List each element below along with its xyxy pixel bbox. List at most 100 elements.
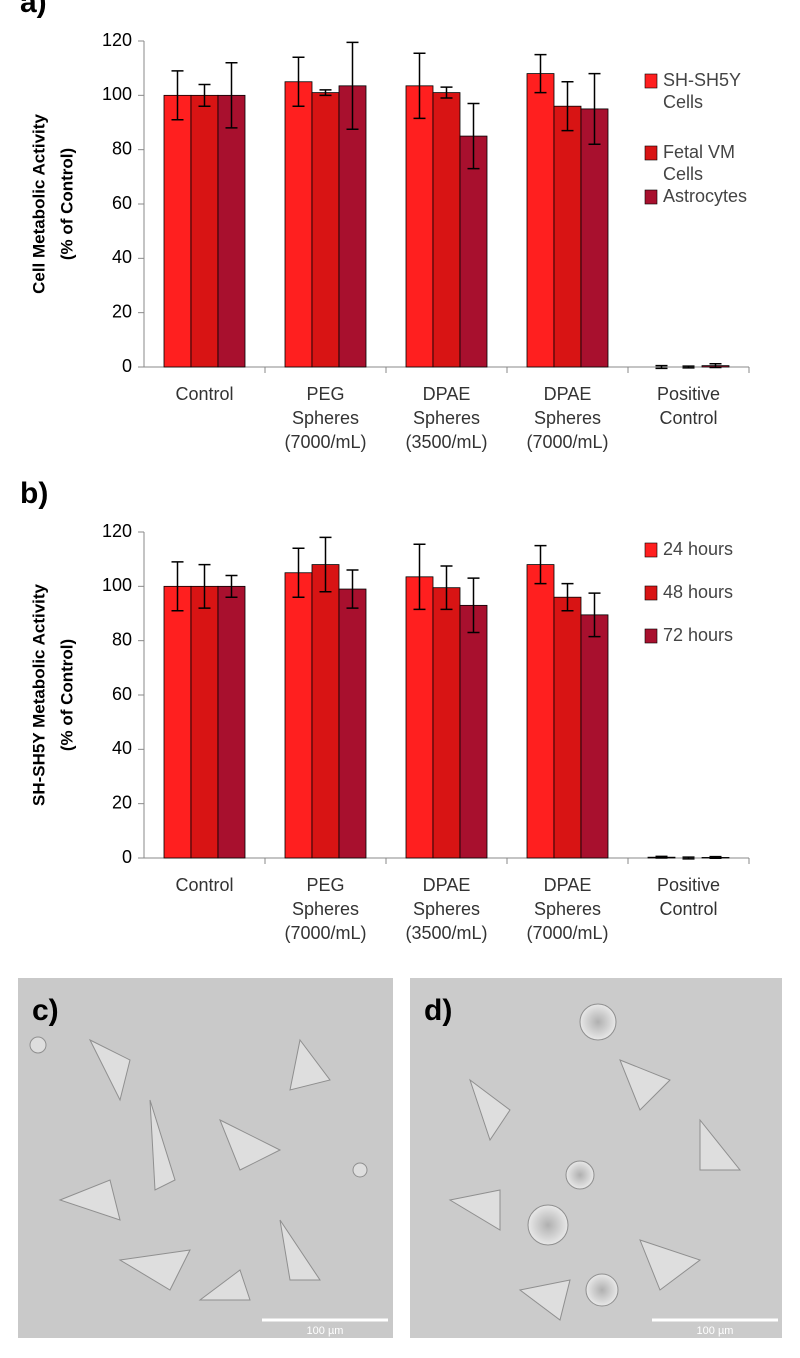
bar [580, 614, 609, 859]
bar [338, 85, 367, 368]
x-tick-label: Control [175, 875, 233, 895]
legend-swatch [644, 189, 658, 205]
error-bar [346, 569, 359, 609]
error-bar [709, 362, 722, 369]
bar [284, 81, 313, 368]
panel-label: b) [20, 477, 48, 510]
legend-entry: Fetal VM Cells [663, 142, 735, 184]
bar [553, 596, 582, 859]
bar [405, 85, 434, 368]
x-tick-label: DPAE [544, 875, 592, 895]
error-bar [319, 536, 332, 593]
legend-swatch [644, 73, 658, 89]
error-bar [534, 53, 547, 94]
legend-swatch [644, 628, 658, 644]
error-bar [561, 81, 574, 132]
y-tick-label: 40 [112, 738, 132, 758]
legend-entry: 72 hours [663, 625, 733, 645]
error-bar [655, 364, 668, 370]
bar [163, 585, 192, 859]
bar [459, 135, 488, 368]
error-bar [225, 61, 238, 129]
bar [432, 587, 461, 859]
error-bar [198, 83, 211, 107]
x-tick-label: PEG [306, 875, 344, 895]
error-bar [171, 561, 184, 612]
x-tick-label: Spheres [534, 408, 601, 428]
x-tick-label: Control [659, 899, 717, 919]
scale-bar-label: 100 µm [697, 1325, 734, 1337]
bar [405, 576, 434, 859]
bar [284, 572, 313, 859]
y-tick-label: 80 [112, 629, 132, 649]
bar [580, 108, 609, 368]
error-bar [655, 855, 668, 859]
chart: b) SH-SH5Y Metabolic Activity (% of Contro… [20, 477, 750, 943]
y-tick-label: 120 [102, 521, 132, 541]
panel-label: a) [20, 0, 47, 19]
bar [432, 92, 461, 368]
x-tick-label: (7000/mL) [526, 432, 608, 452]
error-bar [440, 565, 453, 611]
error-bar [198, 563, 211, 609]
y-tick-label: 120 [102, 30, 132, 50]
error-bar [709, 855, 722, 860]
micrograph-d: d) 100 µm [410, 978, 782, 1338]
error-bar [413, 543, 426, 611]
image [18, 978, 393, 1338]
bar [459, 604, 488, 859]
x-tick-label: (7000/mL) [284, 923, 366, 943]
y-tick-label: 20 [112, 792, 132, 812]
error-bar [292, 56, 305, 107]
bar [217, 94, 246, 368]
legend-entry: 48 hours [663, 582, 734, 602]
x-tick-label: Control [659, 408, 717, 428]
scale-bar-label: 100 µm [307, 1325, 344, 1337]
bar [163, 94, 192, 368]
legend-entry: SH-SH5Y Cells [663, 70, 741, 112]
x-tick-label: Spheres [292, 408, 359, 428]
x-tick-label: PEG [306, 384, 344, 404]
error-bar [171, 70, 184, 121]
x-tick-label: (7000/mL) [526, 923, 608, 943]
y-axis-label: SH-SH5Y Metabolic Activity [29, 583, 48, 806]
error-bar [225, 574, 238, 598]
y-tick-label: 100 [102, 84, 132, 104]
x-tick-label: Positive [657, 875, 720, 895]
chart: a) Cell Metabolic Activity (% of Control) 0… [20, 0, 750, 452]
panel-label: c) [32, 994, 59, 1027]
x-tick-label: Spheres [413, 899, 480, 919]
y-tick-label: 0 [122, 847, 132, 867]
y-tick-label: 20 [112, 301, 132, 321]
error-bar [346, 41, 359, 131]
bar [311, 92, 340, 368]
bar [553, 105, 582, 368]
error-bar [588, 72, 601, 145]
x-tick-label: Spheres [534, 899, 601, 919]
x-tick-label: DPAE [544, 384, 592, 404]
error-bar [467, 577, 480, 634]
x-tick-label: (7000/mL) [284, 432, 366, 452]
y-tick-label: 100 [102, 575, 132, 595]
x-tick-label: Spheres [292, 899, 359, 919]
error-bar [588, 592, 601, 638]
y-axis-label: Cell Metabolic Activity [29, 114, 48, 294]
error-bar [682, 856, 695, 860]
y-tick-label: 0 [122, 356, 132, 376]
bar [526, 73, 555, 368]
x-tick-label: Spheres [413, 408, 480, 428]
bar [311, 564, 340, 859]
x-tick-label: (3500/mL) [405, 923, 487, 943]
error-bar [319, 89, 332, 97]
bar [526, 564, 555, 859]
bar [338, 588, 367, 859]
y-tick-label: 80 [112, 138, 132, 158]
error-bar [682, 365, 695, 369]
legend-swatch [644, 585, 658, 601]
error-bar [440, 86, 453, 99]
x-tick-label: DPAE [423, 875, 471, 895]
legend-swatch [644, 542, 658, 558]
y-tick-label: 60 [112, 684, 132, 704]
legend-label: 48 hours [663, 582, 734, 602]
legend-label: Astrocytes [663, 186, 748, 206]
